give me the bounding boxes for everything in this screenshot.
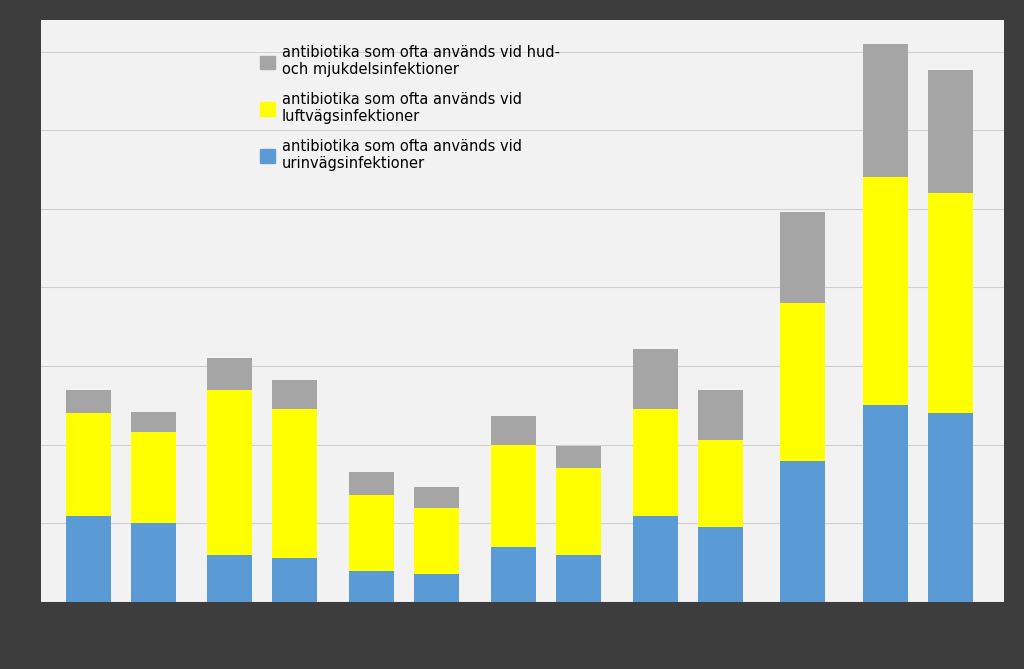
Bar xyxy=(208,390,252,555)
Bar xyxy=(66,413,111,516)
Bar xyxy=(66,516,111,602)
Bar xyxy=(780,460,825,602)
Bar xyxy=(414,574,459,602)
Bar xyxy=(633,349,678,409)
Bar xyxy=(780,212,825,303)
Bar xyxy=(272,409,317,558)
Bar xyxy=(697,527,742,602)
Bar xyxy=(208,555,252,602)
Bar xyxy=(863,43,908,177)
Bar xyxy=(490,547,536,602)
Bar xyxy=(272,380,317,409)
Bar xyxy=(928,413,973,602)
Bar xyxy=(633,409,678,516)
Bar xyxy=(780,303,825,460)
Bar xyxy=(490,445,536,547)
Bar xyxy=(66,390,111,413)
Bar xyxy=(349,472,394,495)
Bar xyxy=(556,555,601,602)
Legend: antibiotika som ofta används vid hud-
och mjukdelsinfektioner, antibiotika som o: antibiotika som ofta används vid hud- oc… xyxy=(260,45,560,171)
Bar xyxy=(208,359,252,390)
Bar xyxy=(414,487,459,508)
Bar xyxy=(414,508,459,574)
Bar xyxy=(272,558,317,602)
Bar xyxy=(349,495,394,571)
Bar xyxy=(863,177,908,405)
Bar xyxy=(556,446,601,468)
Bar xyxy=(863,405,908,602)
Bar xyxy=(633,516,678,602)
Bar xyxy=(490,417,536,445)
Bar xyxy=(131,432,175,523)
Bar xyxy=(697,390,742,440)
Bar xyxy=(556,468,601,555)
Bar xyxy=(928,70,973,193)
Bar xyxy=(131,411,175,432)
Bar xyxy=(349,571,394,602)
Bar xyxy=(928,193,973,413)
Bar xyxy=(131,523,175,602)
Bar xyxy=(697,440,742,527)
